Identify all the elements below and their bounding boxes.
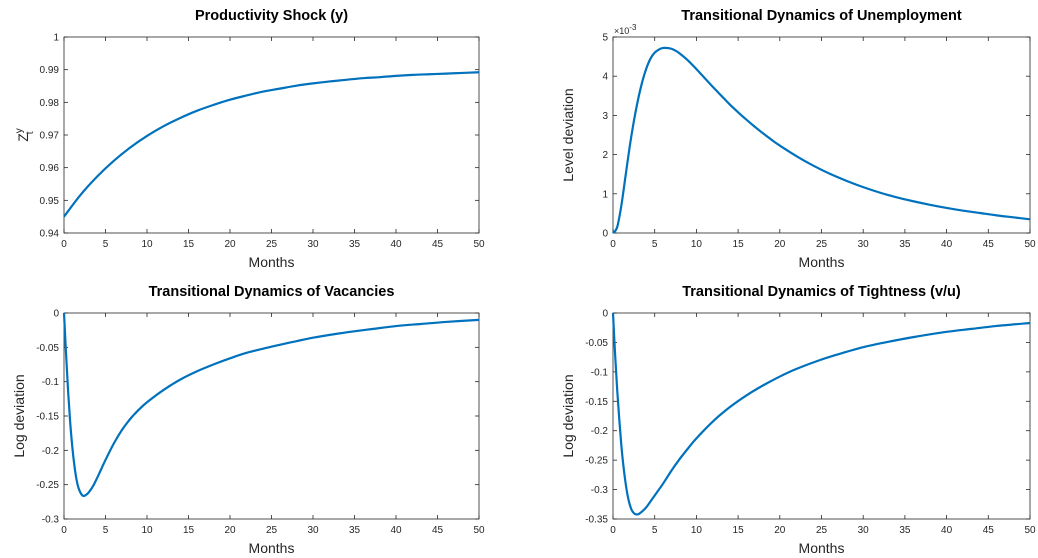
x-tick-label: 25 xyxy=(266,525,278,536)
x-tick-label: 50 xyxy=(473,239,485,250)
x-tick-label: 45 xyxy=(432,525,444,536)
x-axis-label: Months xyxy=(799,540,845,556)
y-tick-label: 0 xyxy=(602,309,608,320)
x-tick-label: 45 xyxy=(983,525,995,536)
x-tick-label: 15 xyxy=(733,239,745,250)
axes-box xyxy=(63,312,480,520)
y-tick-label: 4 xyxy=(602,72,608,83)
x-tick-label: 0 xyxy=(610,525,616,536)
x-tick-label: 10 xyxy=(141,525,153,536)
x-tick-label: 20 xyxy=(774,239,786,250)
series-line xyxy=(611,312,1031,516)
x-tick-label: 50 xyxy=(473,525,485,536)
x-tick-label: 45 xyxy=(432,239,444,250)
y-tick-label: 0 xyxy=(602,229,608,240)
y-tick-label: -0.2 xyxy=(42,446,60,457)
x-axis-label: Months xyxy=(799,254,845,270)
x-tick-label: 5 xyxy=(103,525,109,536)
y-tick-label: -0.05 xyxy=(585,338,608,349)
x-tick-label: 50 xyxy=(1024,525,1036,536)
y-tick-label: -0.2 xyxy=(591,426,609,437)
y-tick-label: -0.35 xyxy=(585,515,608,526)
x-tick-label: 30 xyxy=(307,525,319,536)
x-tick-label: 25 xyxy=(266,239,278,250)
series-line xyxy=(63,71,480,218)
x-tick-label: 25 xyxy=(816,525,828,536)
y-axis-label: Log deviation xyxy=(560,374,576,457)
axes-box xyxy=(612,36,1031,234)
x-tick-label: 20 xyxy=(774,525,786,536)
x-tick-label: 0 xyxy=(61,239,67,250)
y-tick-label: 1 xyxy=(602,189,608,200)
x-tick-label: 30 xyxy=(858,239,870,250)
y-tick-label: -0.1 xyxy=(42,377,60,388)
subplot-3: 0 5 10 15 20 25 30 35 40 45 50 -0.3 -0.25 -0.2 -0.15 -0… xyxy=(11,284,485,556)
y-tick-label: -0.3 xyxy=(42,515,60,526)
x-tick-label: 5 xyxy=(103,239,109,250)
y-tick-label: -0.15 xyxy=(585,397,608,408)
y-axis-label: Level deviation xyxy=(560,88,576,181)
x-tick-label: 40 xyxy=(941,239,953,250)
x-tick-label: 35 xyxy=(899,239,911,250)
x-tick-label: 30 xyxy=(858,525,870,536)
x-tick-label: 5 xyxy=(652,525,658,536)
y-tick-label: 5 xyxy=(602,33,608,44)
x-tick-label: 35 xyxy=(349,239,361,250)
y-tick-label: 0.94 xyxy=(40,229,60,240)
x-tick-label: 10 xyxy=(141,239,153,250)
y-tick-label: -0.15 xyxy=(36,412,59,423)
x-tick-label: 15 xyxy=(733,525,745,536)
x-tick-label: 10 xyxy=(691,239,703,250)
y-tick-label: 0.99 xyxy=(40,65,60,76)
y-axis-label: Zyt xyxy=(14,128,36,142)
axis-multiplier: ×10-3 xyxy=(614,23,637,36)
y-axis-label: Log deviation xyxy=(11,374,27,457)
y-tick-label: 0 xyxy=(53,309,59,320)
x-tick-label: 40 xyxy=(390,525,402,536)
x-tick-label: 30 xyxy=(307,239,319,250)
axes-box xyxy=(63,36,480,234)
x-tick-label: 0 xyxy=(610,239,616,250)
axes-box xyxy=(612,312,1031,520)
y-tick-label: -0.25 xyxy=(585,456,608,467)
y-tick-label: 3 xyxy=(602,111,608,122)
chart-title: Productivity Shock (y) xyxy=(195,8,348,24)
x-tick-label: 20 xyxy=(224,525,236,536)
series-line xyxy=(62,312,480,498)
y-tick-label: 0.95 xyxy=(40,196,60,207)
chart-title: Transitional Dynamics of Tightness (v/u) xyxy=(682,284,961,300)
x-tick-label: 10 xyxy=(691,525,703,536)
y-tick-label: -0.3 xyxy=(591,485,609,496)
x-axis-label: Months xyxy=(249,254,295,270)
y-tick-label: -0.1 xyxy=(591,367,609,378)
subplot-1: 0 5 10 15 20 25 30 35 40 45 50 0.94 0.95 0.96 0.97 0.98… xyxy=(14,8,485,270)
x-tick-label: 0 xyxy=(61,525,67,536)
series-line xyxy=(612,46,1031,234)
x-tick-label: 40 xyxy=(941,525,953,536)
x-tick-label: 20 xyxy=(224,239,236,250)
x-tick-label: 15 xyxy=(183,239,195,250)
x-tick-label: 35 xyxy=(349,525,361,536)
x-tick-label: 15 xyxy=(183,525,195,536)
y-tick-label: -0.05 xyxy=(36,343,59,354)
chart-title: Transitional Dynamics of Vacancies xyxy=(149,284,395,300)
x-tick-label: 45 xyxy=(983,239,995,250)
x-tick-label: 35 xyxy=(899,525,911,536)
y-tick-label: 1 xyxy=(53,33,59,44)
y-tick-label: 0.98 xyxy=(40,98,60,109)
y-tick-label: -0.25 xyxy=(36,480,59,491)
x-tick-label: 25 xyxy=(816,239,828,250)
subplot-4: 0 5 10 15 20 25 30 35 40 45 50 -0.35 -0.3 -0.25 -0.2 -0… xyxy=(560,284,1036,556)
y-tick-label: 2 xyxy=(602,150,608,161)
x-axis-label: Months xyxy=(249,540,295,556)
chart-title: Transitional Dynamics of Unemployment xyxy=(681,8,962,24)
y-tick-label: 0.97 xyxy=(40,131,60,142)
x-tick-label: 5 xyxy=(652,239,658,250)
x-tick-label: 40 xyxy=(390,239,402,250)
x-tick-label: 50 xyxy=(1024,239,1036,250)
y-tick-label: 0.96 xyxy=(40,163,60,174)
